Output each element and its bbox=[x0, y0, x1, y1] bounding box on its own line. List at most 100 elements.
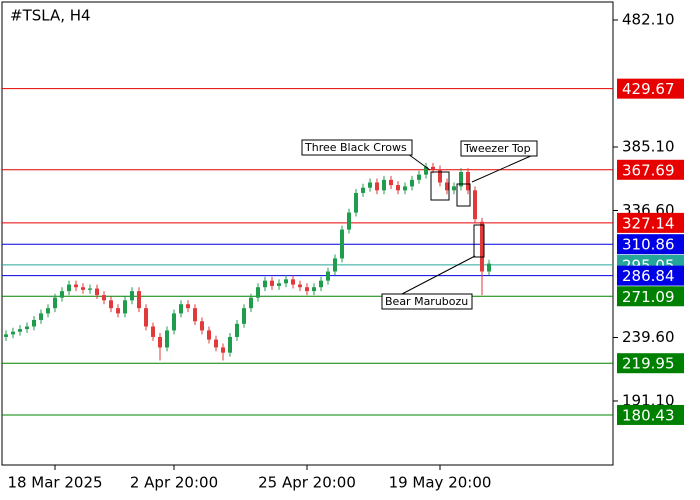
annotation: Tweezer Top bbox=[463, 142, 531, 155]
annotation-box bbox=[301, 139, 413, 156]
candle-body bbox=[242, 308, 246, 324]
candle-body bbox=[340, 229, 344, 259]
candle-body bbox=[305, 287, 309, 292]
candle-body bbox=[431, 166, 435, 170]
candle-body bbox=[39, 313, 43, 320]
x-tick-label: 2 Apr 20:00 bbox=[130, 474, 218, 492]
level-label-box bbox=[617, 265, 684, 286]
level-label-box bbox=[617, 404, 684, 425]
candle-body bbox=[249, 297, 253, 309]
plot-frame bbox=[1, 1, 614, 466]
candle-body bbox=[319, 280, 323, 288]
candle-body bbox=[158, 336, 162, 348]
candle-body bbox=[424, 166, 428, 175]
candle-body bbox=[67, 284, 71, 292]
level-label-box bbox=[617, 234, 684, 255]
candle-body bbox=[46, 308, 50, 314]
candle-body bbox=[347, 212, 351, 230]
y-tick-label: 385.10 bbox=[622, 137, 675, 155]
candle-body bbox=[95, 288, 99, 296]
candle-body bbox=[11, 331, 15, 335]
level-label: 310.86 bbox=[622, 236, 675, 254]
candle-body bbox=[452, 186, 456, 191]
candle-body bbox=[487, 263, 491, 272]
candle-body bbox=[130, 291, 134, 301]
candle-body bbox=[466, 172, 470, 191]
candle-body bbox=[88, 288, 92, 290]
candle-body bbox=[312, 287, 316, 292]
candle-body bbox=[214, 339, 218, 348]
candle-body bbox=[389, 179, 393, 186]
annotation-arrow bbox=[471, 154, 534, 183]
candle-body bbox=[410, 179, 414, 187]
candle-body bbox=[102, 295, 106, 301]
candle-body bbox=[326, 271, 330, 281]
chart-title: #TSLA, H4 bbox=[10, 7, 91, 25]
level-label-box bbox=[617, 353, 684, 374]
pattern-box bbox=[473, 224, 485, 258]
candle-body bbox=[438, 169, 442, 183]
candle-body bbox=[25, 326, 29, 330]
y-tick-label: 239.60 bbox=[622, 328, 675, 346]
y-tick-label: 482.10 bbox=[622, 11, 675, 29]
candle-body bbox=[221, 347, 225, 353]
candle-body bbox=[4, 334, 8, 337]
annotation-box bbox=[381, 293, 473, 310]
pattern-box bbox=[456, 183, 471, 207]
candle-body bbox=[270, 280, 274, 286]
level-label-box bbox=[617, 212, 684, 233]
candle-body bbox=[473, 190, 477, 220]
level-label: 367.69 bbox=[622, 161, 675, 179]
pattern-box bbox=[430, 171, 450, 201]
candle-body bbox=[284, 279, 288, 284]
candle-body bbox=[375, 182, 379, 191]
candle-body bbox=[165, 330, 169, 348]
candle-body bbox=[291, 279, 295, 285]
level-label: 219.95 bbox=[622, 355, 675, 373]
candle-body bbox=[137, 291, 141, 309]
candle-body bbox=[354, 192, 358, 213]
level-label-box bbox=[617, 78, 684, 99]
annotation-box bbox=[460, 140, 538, 157]
candle-body bbox=[179, 304, 183, 314]
level-label: 180.43 bbox=[622, 406, 675, 424]
candle-body bbox=[32, 319, 36, 327]
candle-body bbox=[200, 321, 204, 331]
candle-body bbox=[417, 174, 421, 180]
candle-body bbox=[361, 187, 365, 193]
x-tick-label: 18 Mar 2025 bbox=[7, 474, 102, 492]
candle-body bbox=[333, 258, 337, 272]
candle-body bbox=[207, 330, 211, 340]
candle-body bbox=[109, 300, 113, 309]
candle-body bbox=[193, 308, 197, 322]
candle-body bbox=[123, 300, 127, 314]
x-tick-label: 19 May 20:00 bbox=[389, 474, 492, 492]
annotation: Bear Marubozu bbox=[385, 295, 468, 308]
candle-body bbox=[60, 291, 64, 298]
candle-body bbox=[151, 326, 155, 337]
level-label: 286.84 bbox=[622, 267, 675, 285]
level-label-box bbox=[617, 159, 684, 180]
candle-body bbox=[445, 182, 449, 191]
candle-body bbox=[382, 179, 386, 191]
candle-body bbox=[403, 186, 407, 191]
annotation: Three Black Crows bbox=[304, 141, 407, 154]
candle-body bbox=[186, 304, 190, 309]
candle-body bbox=[263, 280, 267, 288]
candle-body bbox=[459, 172, 463, 187]
candle-body bbox=[235, 323, 239, 337]
candle-body bbox=[144, 308, 148, 327]
level-label: 271.09 bbox=[622, 288, 675, 306]
candle-body bbox=[298, 284, 302, 288]
candle-body bbox=[116, 308, 120, 314]
level-label-box bbox=[617, 286, 684, 307]
annotation-arrow bbox=[407, 153, 431, 171]
candle-body bbox=[228, 336, 232, 353]
candle-body bbox=[256, 287, 260, 298]
annotation-arrow bbox=[401, 255, 476, 295]
candle-body bbox=[81, 287, 85, 290]
candle-body bbox=[53, 297, 57, 309]
candle-body bbox=[368, 182, 372, 188]
candle-body bbox=[18, 329, 22, 332]
